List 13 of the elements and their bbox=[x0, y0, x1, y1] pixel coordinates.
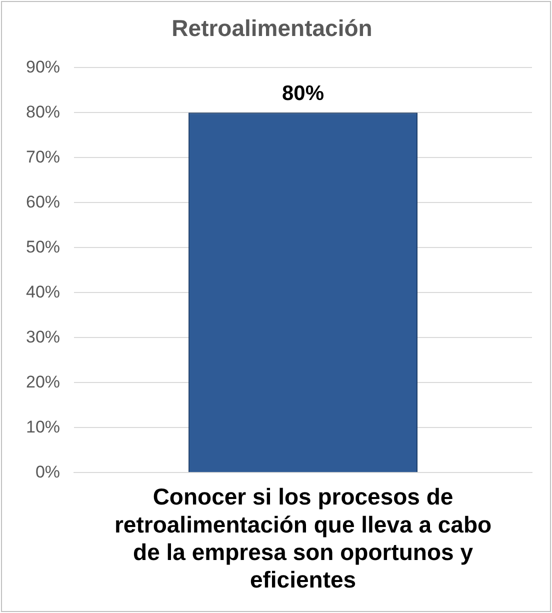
y-tick-label: 90% bbox=[26, 57, 60, 76]
data-label: 80% bbox=[282, 82, 324, 105]
y-tick-label: 20% bbox=[26, 372, 60, 392]
y-tick-label: 30% bbox=[26, 327, 60, 346]
y-tick-label: 40% bbox=[26, 282, 60, 302]
y-tick-label: 50% bbox=[26, 237, 60, 256]
x-tick-label: Conocer si los procesos de retroalimentación que lleva a cabo de la empresa son oportunos y eficientes bbox=[114, 484, 492, 593]
y-tick-label: 80% bbox=[26, 102, 60, 122]
y-tick-label: 10% bbox=[26, 417, 60, 436]
y-tick-label: 60% bbox=[26, 192, 60, 212]
y-tick-label: 0% bbox=[35, 462, 60, 482]
y-tick-label: 70% bbox=[26, 147, 60, 166]
chart-title: Retroalimentación bbox=[172, 15, 372, 42]
